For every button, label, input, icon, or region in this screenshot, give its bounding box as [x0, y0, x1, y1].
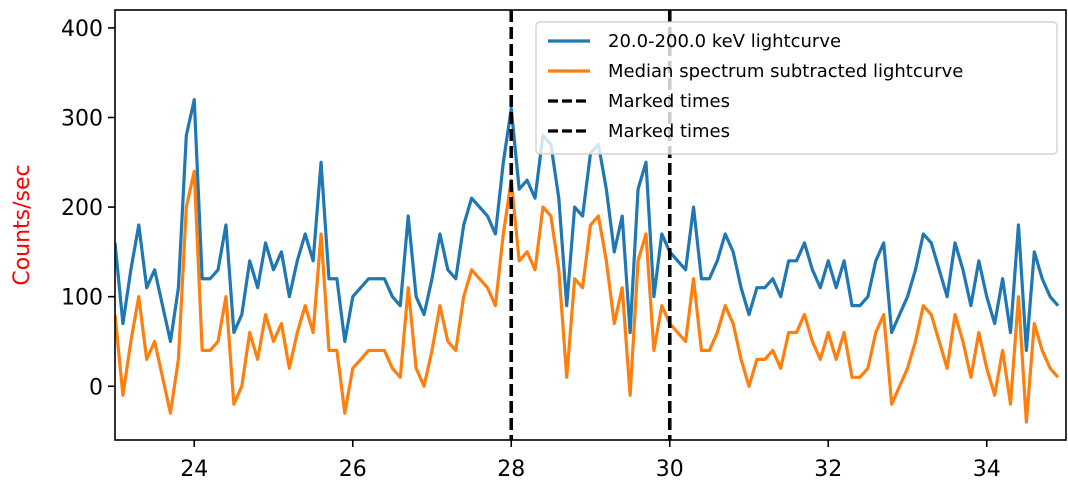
y-tick-label: 100: [61, 286, 103, 311]
y-tick-label: 400: [61, 17, 103, 42]
legend-label: Marked times: [608, 121, 730, 142]
x-tick-label: 30: [656, 457, 684, 482]
x-tick-label: 34: [973, 457, 1001, 482]
x-tick-label: 24: [180, 457, 208, 482]
x-tick-label: 28: [497, 457, 525, 482]
legend-label: Marked times: [608, 91, 730, 112]
legend: 20.0-200.0 keV lightcurve Median spectrum…: [535, 21, 1058, 155]
y-axis-label: Counts/sec: [10, 164, 35, 285]
y-tick-label: 0: [89, 375, 103, 400]
series-layer: [115, 97, 1060, 424]
legend-label: Median spectrum subtracted lightcurve: [608, 61, 963, 82]
x-axis: 24 26 28 30 32 34: [180, 440, 1001, 482]
legend-label: 20.0-200.0 keV lightcurve: [608, 31, 841, 52]
y-tick-label: 300: [61, 107, 103, 132]
series-line-2: [115, 169, 1060, 424]
y-axis: 0 100 200 300 400: [61, 17, 115, 400]
series-line-1: [115, 97, 1060, 353]
legend-box: [535, 21, 1058, 155]
y-tick-label: 200: [61, 196, 103, 221]
x-tick-label: 32: [814, 457, 842, 482]
x-tick-label: 26: [339, 457, 367, 482]
plot-frame: [114, 9, 1067, 441]
